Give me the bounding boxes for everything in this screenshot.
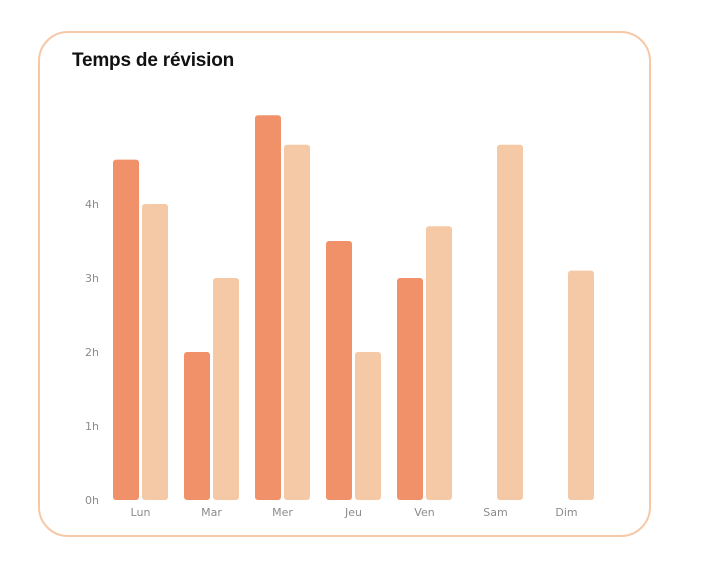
bar-lun-series-2 xyxy=(142,204,168,500)
bar-mar-series-1 xyxy=(184,352,210,500)
x-tick-label: Sam xyxy=(483,506,507,519)
bar-jeu-series-2 xyxy=(355,352,381,500)
chart-title: Temps de révision xyxy=(72,50,235,71)
bar-mer-series-2 xyxy=(284,144,310,501)
y-tick-label: 4h xyxy=(85,198,99,211)
y-tick-label: 2h xyxy=(85,346,99,359)
x-tick-label: Mar xyxy=(201,506,222,519)
bar-dim-series-2 xyxy=(568,270,594,500)
bar-mar-series-2 xyxy=(213,278,239,500)
x-tick-label: Mer xyxy=(272,506,293,519)
x-axis-ticks: Lun Mar Mer Jeu Ven Sam Dim xyxy=(131,506,578,519)
y-tick-label: 3h xyxy=(85,272,99,285)
x-tick-label: Ven xyxy=(414,506,434,519)
y-tick-label: 1h xyxy=(85,420,99,433)
x-tick-label: Lun xyxy=(131,506,151,519)
x-tick-label: Dim xyxy=(555,506,577,519)
bar-sam-series-2 xyxy=(497,144,523,501)
bars-group xyxy=(113,115,594,501)
bar-mer-series-1 xyxy=(255,115,281,500)
bar-ven-series-2 xyxy=(426,226,452,500)
y-tick-label: 0h xyxy=(85,494,99,507)
bar-ven-series-1 xyxy=(397,278,423,500)
bar-lun-series-1 xyxy=(113,159,139,500)
x-tick-label: Jeu xyxy=(344,506,362,519)
y-axis-ticks: 0h 1h 2h 3h 4h xyxy=(85,198,99,507)
bar-jeu-series-1 xyxy=(326,241,352,500)
